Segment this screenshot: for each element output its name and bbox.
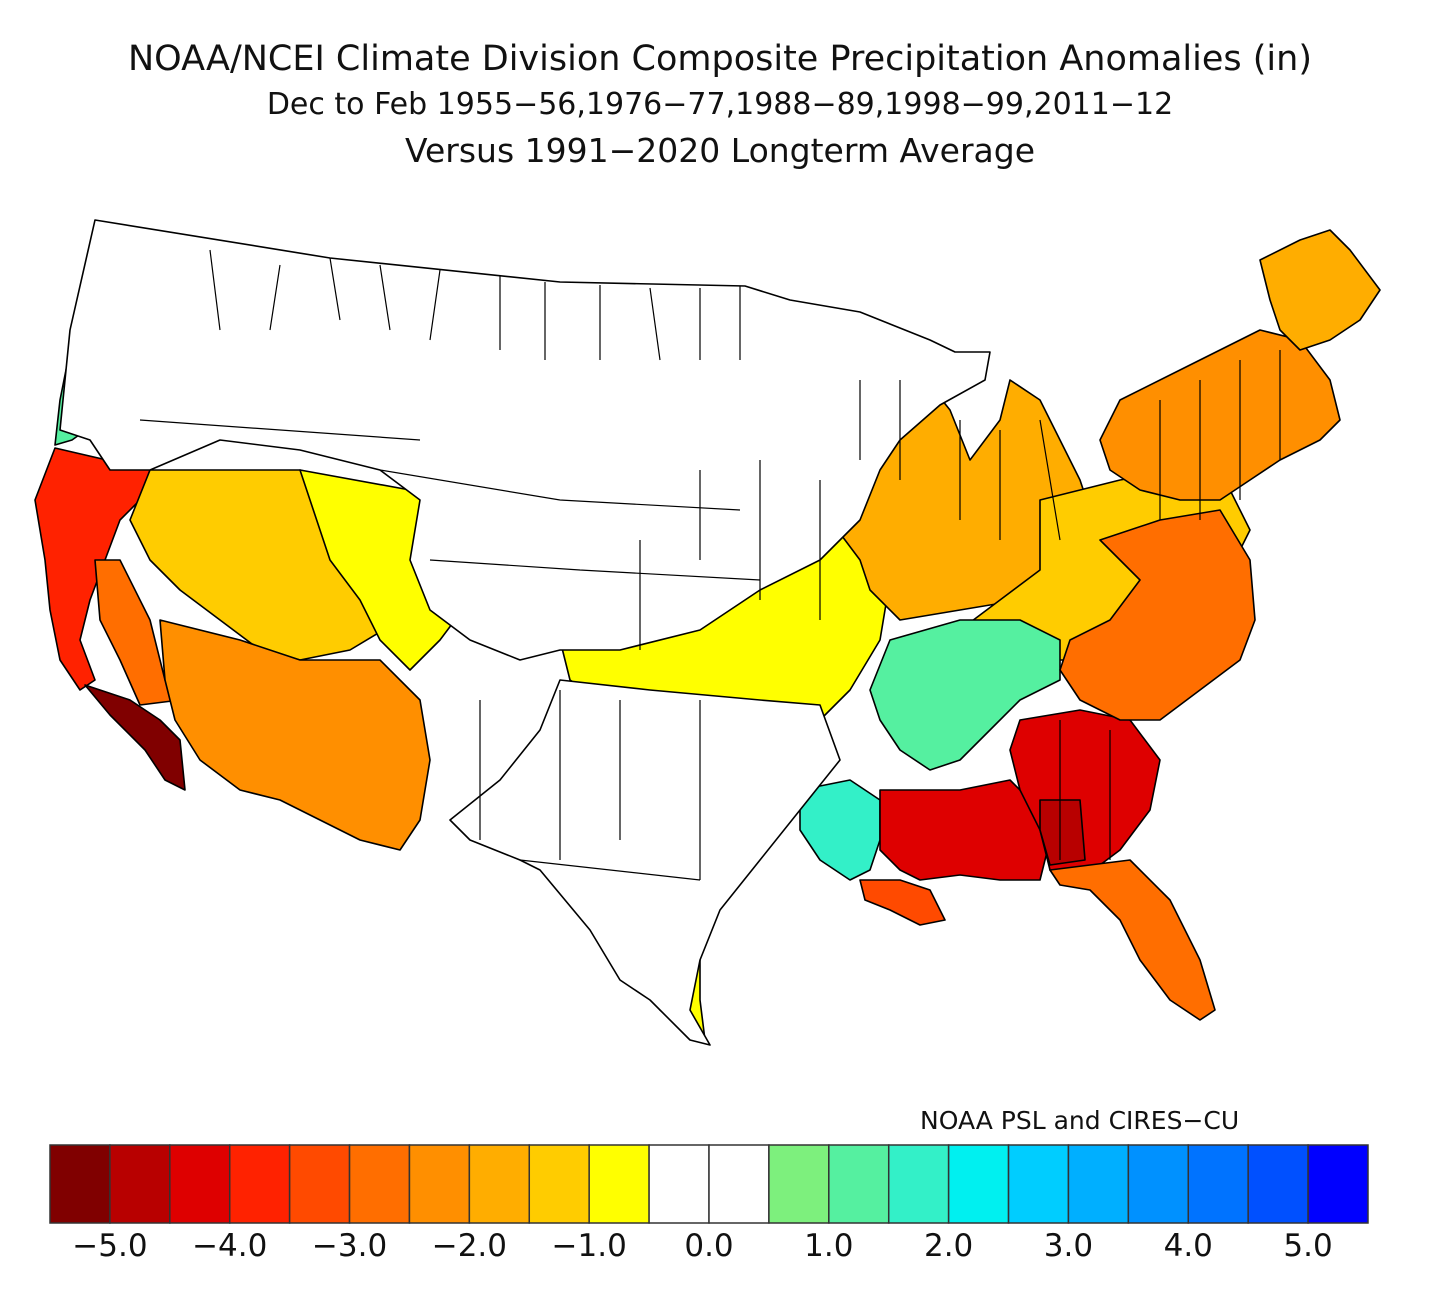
colorbar-tick-label: 5.0 — [1283, 1228, 1332, 1264]
colorbar-tick-label: −2.0 — [432, 1228, 507, 1264]
colorbar-swatch — [947, 1144, 1010, 1224]
climate-division-georgia-darkred — [1039, 799, 1086, 866]
division-boundary-line — [479, 690, 701, 881]
map-subtitle-period: Dec to Feb 1955−56,1976−77,1988−89,1998−… — [266, 87, 1174, 122]
colorbar-swatch — [348, 1144, 411, 1224]
colorbar-tick-label: 2.0 — [924, 1228, 973, 1264]
colorbar-swatch — [708, 1144, 770, 1224]
colorbar-tick-label: 3.0 — [1044, 1228, 1093, 1264]
colorbar-tick-label: 1.0 — [804, 1228, 853, 1264]
colorbar-swatch — [887, 1144, 950, 1224]
colorbar-swatch — [1067, 1144, 1130, 1224]
colorbar-tick-label: −4.0 — [192, 1228, 267, 1264]
colorbar-swatch — [828, 1144, 890, 1224]
colorbar-tick-label: −3.0 — [312, 1228, 387, 1264]
colorbar-swatch — [648, 1144, 710, 1224]
colorbar-swatch — [1187, 1144, 1249, 1224]
title-block: NOAA/NCEI Climate Division Composite Pre… — [0, 34, 1440, 176]
climate-division-southern-california — [84, 684, 186, 791]
climate-division-louisiana-orange — [859, 879, 946, 926]
colorbar-swatch — [528, 1144, 590, 1224]
colorbar-swatch — [468, 1144, 531, 1224]
climate-division-lower-mississippi-cyan — [799, 779, 881, 881]
colorbar-swatch — [288, 1144, 351, 1224]
climate-division-new-england-orange — [1259, 229, 1381, 351]
colorbar-tick-label: −1.0 — [552, 1228, 627, 1264]
division-boundary-line — [639, 460, 821, 650]
division-boundary-line — [209, 249, 741, 361]
colorbar-swatch — [1307, 1144, 1369, 1224]
colorbar-swatch — [1247, 1144, 1309, 1224]
colorbar-tick-label: 0.0 — [684, 1228, 733, 1264]
climate-division-arizona-orange — [159, 619, 431, 851]
credit-label: NOAA PSL and CIRES−CU — [920, 1106, 1240, 1135]
us-climate-division-map — [34, 219, 1381, 1046]
colorbar-swatch — [1127, 1144, 1190, 1224]
colorbar-swatch — [169, 1144, 231, 1224]
map-title: NOAA/NCEI Climate Division Composite Pre… — [127, 39, 1312, 79]
division-boundary-line — [139, 419, 761, 581]
climate-division-montana-dakotas-white — [59, 219, 991, 661]
division-boundary-line — [1159, 350, 1281, 520]
colorbar-swatch — [228, 1144, 291, 1224]
division-boundary-line — [1059, 720, 1111, 860]
climate-division-florida-orange — [1049, 859, 1216, 1021]
climate-division-mid-atlantic-orange — [1059, 509, 1256, 721]
climate-division-tennessee-valley-green — [869, 619, 1061, 771]
colorbar-swatch — [49, 1144, 111, 1224]
map-subtitle-baseline: Versus 1991−2020 Longterm Average — [404, 131, 1035, 170]
colorbar-swatch — [109, 1144, 171, 1224]
climate-division-gulf-coast-red — [879, 779, 1051, 881]
division-boundary-line — [859, 380, 1061, 541]
colorbar-tick-label: −5.0 — [72, 1228, 147, 1264]
climate-division-texas-white — [449, 679, 841, 1046]
colorbar-swatch — [408, 1144, 471, 1224]
colorbar-swatch — [768, 1144, 830, 1224]
colorbar-swatch — [588, 1144, 650, 1224]
colorbar-swatch — [1007, 1144, 1070, 1224]
colorbar-tick-label: 4.0 — [1164, 1228, 1213, 1264]
